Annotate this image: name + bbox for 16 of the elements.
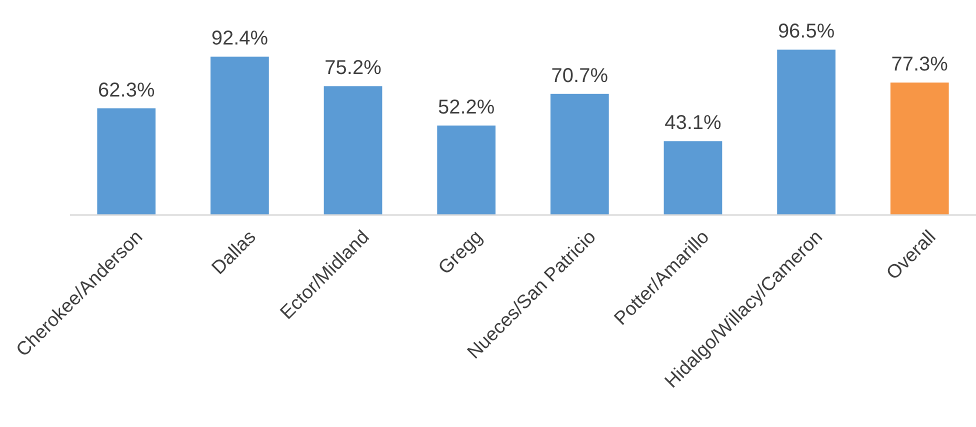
bar [210, 56, 269, 215]
data-label: 62.3% [98, 79, 155, 102]
data-label: 92.4% [211, 28, 268, 50]
bar [664, 141, 722, 215]
data-label: 70.7% [551, 64, 608, 87]
bar [97, 108, 156, 215]
data-label: 96.5% [778, 20, 835, 43]
bar [890, 82, 949, 215]
bar [550, 94, 609, 215]
bar [777, 50, 836, 215]
data-label: 77.3% [891, 54, 948, 76]
data-label: 52.2% [438, 96, 495, 119]
bar [324, 86, 382, 215]
data-label: 43.1% [664, 112, 722, 134]
bar [437, 126, 496, 215]
data-label: 75.2% [324, 57, 382, 80]
